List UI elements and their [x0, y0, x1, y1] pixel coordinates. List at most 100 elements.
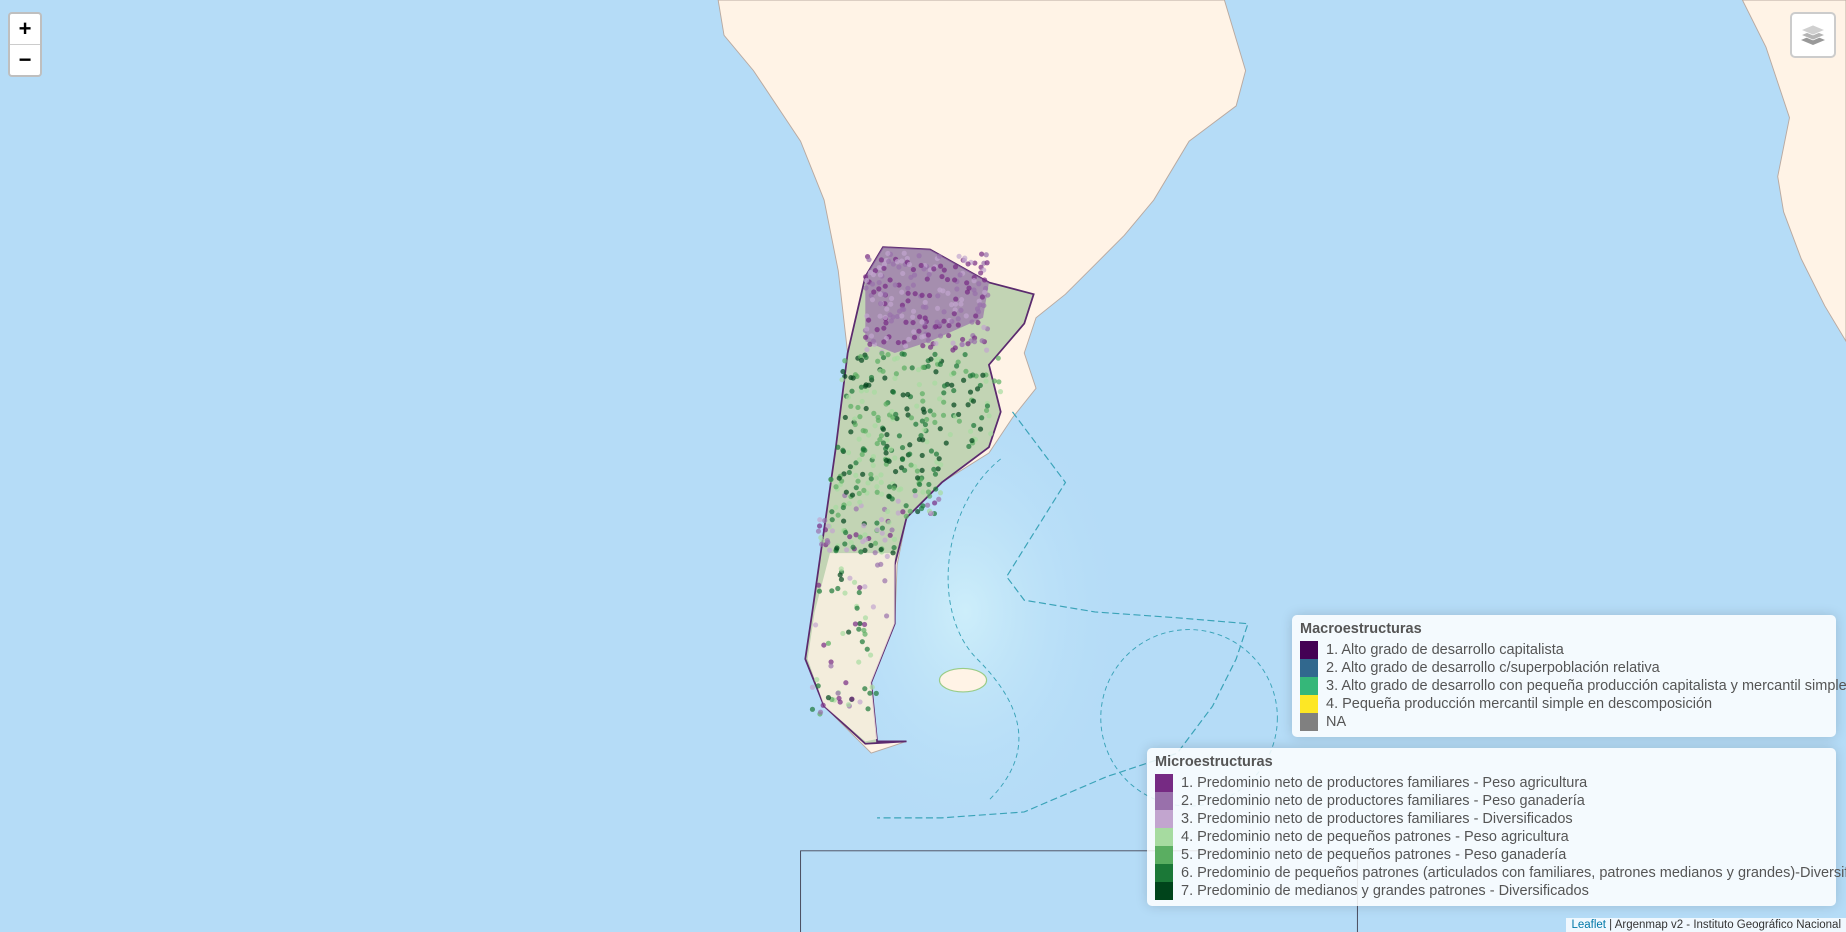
data-point [933, 451, 940, 457]
data-point [847, 575, 853, 581]
data-point [851, 579, 858, 585]
data-point [984, 403, 991, 409]
data-point [893, 371, 899, 377]
data-point [885, 352, 891, 358]
data-point [864, 347, 870, 353]
legend-label: 3. Alto grado de desarrollo con pequeña … [1326, 678, 1846, 694]
legend-item: 6. Predominio de pequeños patrones (arti… [1155, 864, 1846, 882]
data-point [856, 626, 862, 632]
data-point [943, 440, 949, 446]
legend-item: 2. Predominio neto de productores famili… [1155, 792, 1828, 810]
data-point [864, 326, 870, 332]
data-point [983, 407, 990, 414]
data-point [965, 261, 971, 267]
south-georgia-zone [1100, 629, 1278, 807]
data-point [872, 540, 879, 546]
data-point [928, 448, 935, 454]
legend-title: Macroestructuras [1300, 621, 1422, 637]
data-point [819, 541, 825, 547]
data-point [894, 259, 900, 265]
data-point [899, 306, 905, 312]
data-point [841, 518, 847, 524]
data-point [896, 282, 902, 288]
data-point [936, 456, 942, 462]
data-point [884, 437, 890, 443]
data-point [892, 469, 899, 475]
data-point [967, 428, 974, 434]
data-point [933, 486, 939, 492]
data-point [858, 549, 864, 555]
data-point [932, 380, 938, 386]
data-point [878, 561, 884, 567]
data-point [894, 416, 900, 422]
data-point [845, 394, 851, 400]
data-point [908, 415, 915, 421]
legend-label: 3. Predominio neto de productores famili… [1181, 811, 1573, 827]
data-point [857, 534, 863, 540]
legend-swatch [1155, 774, 1173, 792]
data-point [903, 319, 909, 325]
layers-button[interactable] [1790, 12, 1836, 58]
data-point [983, 378, 989, 384]
data-point [828, 659, 834, 665]
zoom-out-button[interactable]: − [10, 44, 40, 75]
data-point [856, 589, 862, 596]
data-point [970, 398, 977, 404]
data-point [951, 402, 957, 408]
data-point [828, 476, 834, 482]
data-point [891, 485, 897, 491]
data-point [838, 566, 844, 572]
data-point [863, 277, 869, 284]
data-point [938, 462, 944, 468]
data-point [961, 377, 967, 383]
data-point [931, 412, 937, 418]
data-point [849, 696, 855, 702]
data-point [945, 290, 951, 296]
data-point [875, 358, 881, 364]
data-point [825, 640, 832, 646]
data-point [958, 307, 964, 313]
data-point [879, 491, 885, 497]
data-point [902, 467, 908, 473]
data-point [896, 433, 903, 439]
data-point [956, 253, 962, 259]
data-point [847, 464, 854, 470]
data-point [829, 509, 835, 515]
data-point [910, 314, 916, 320]
data-point [974, 386, 981, 392]
data-point [891, 536, 898, 542]
data-point [904, 255, 910, 262]
data-point [918, 432, 924, 439]
data-point [885, 250, 891, 257]
data-point [845, 450, 852, 456]
zoom-in-button[interactable]: + [18, 16, 32, 41]
leaflet-link[interactable]: Leaflet [1571, 919, 1606, 931]
data-point [870, 604, 876, 610]
legend-swatch [1155, 810, 1173, 828]
data-point [861, 621, 868, 628]
data-point [884, 613, 890, 619]
data-point [953, 296, 959, 302]
data-point [914, 468, 920, 474]
data-points [809, 250, 1004, 717]
data-point [880, 440, 887, 446]
data-point [863, 354, 869, 360]
data-point [981, 324, 987, 330]
legend-label: 6. Predominio de pequeños patrones (arti… [1181, 865, 1846, 881]
data-point [901, 365, 907, 371]
data-point [874, 489, 880, 495]
data-point [931, 266, 937, 272]
data-point [868, 333, 875, 339]
data-point [835, 512, 841, 518]
legend-label: 4. Predominio neto de pequeños patrones … [1181, 829, 1569, 845]
data-point [947, 431, 953, 438]
data-point [846, 469, 852, 476]
data-point [937, 333, 944, 339]
data-point [843, 529, 849, 536]
data-point [919, 467, 925, 473]
data-point [957, 272, 963, 278]
data-point [825, 695, 832, 701]
legend-label: 1. Alto grado de desarrollo capitalista [1326, 642, 1564, 658]
attribution-text: | Argenmap v2 - Instituto Geográfico Nac… [1605, 919, 1841, 931]
